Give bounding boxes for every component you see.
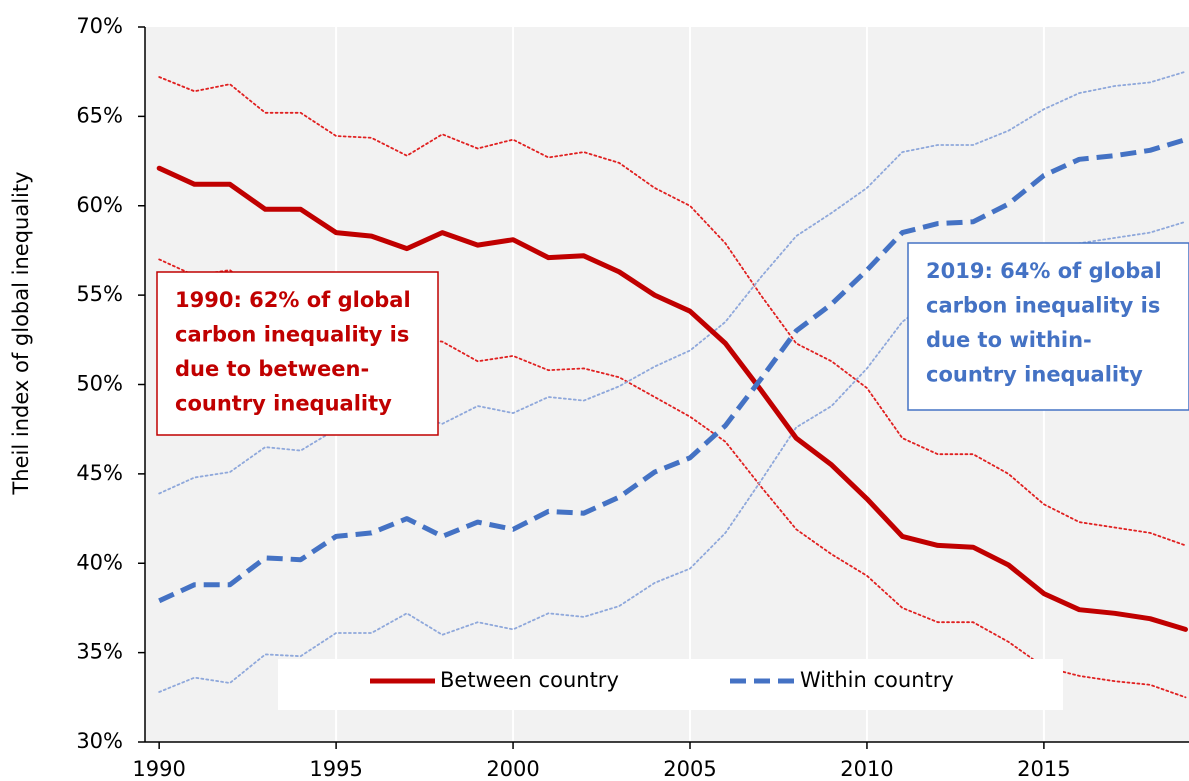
y-axis-label: Theil index of global inequality (9, 171, 33, 495)
y-tick-label: 70% (76, 14, 123, 38)
annotation-text: 1990: 62% of global (175, 288, 411, 312)
line-series (156, 165, 1188, 632)
line-series (158, 70, 1187, 495)
annotation-box (907, 242, 1189, 411)
x-tick-label: 1995 (309, 757, 362, 781)
line-series (158, 76, 1187, 547)
y-tick-label: 35% (76, 640, 123, 664)
annotation-text: country inequality (926, 363, 1143, 387)
legend-box (278, 659, 1063, 710)
annotation-text: due to between- (175, 357, 369, 381)
annotation-text: carbon inequality is (175, 323, 409, 347)
annotation-box (156, 271, 439, 436)
y-tick-label: 60% (76, 193, 123, 217)
x-tick-label: 1990 (132, 757, 185, 781)
legend-label: Within country (800, 668, 954, 692)
x-tick-label: 2000 (486, 757, 539, 781)
annotation-text: due to within- (926, 328, 1092, 352)
y-tick-label: 50% (76, 372, 123, 396)
y-tick-label: 55% (76, 282, 123, 306)
line-series (158, 137, 1187, 604)
x-tick-label: 2010 (840, 757, 893, 781)
annotation-text: country inequality (175, 392, 392, 416)
y-tick-label: 40% (76, 550, 123, 574)
annotation-text: carbon inequality is (926, 294, 1160, 318)
x-tick-label: 2005 (663, 757, 716, 781)
y-tick-label: 30% (76, 729, 123, 753)
y-tick-label: 65% (76, 103, 123, 127)
x-tick-label: 2015 (1017, 757, 1070, 781)
y-tick-label: 45% (76, 461, 123, 485)
legend-label: Between country (440, 668, 619, 692)
annotation-text: 2019: 64% of global (926, 259, 1162, 283)
